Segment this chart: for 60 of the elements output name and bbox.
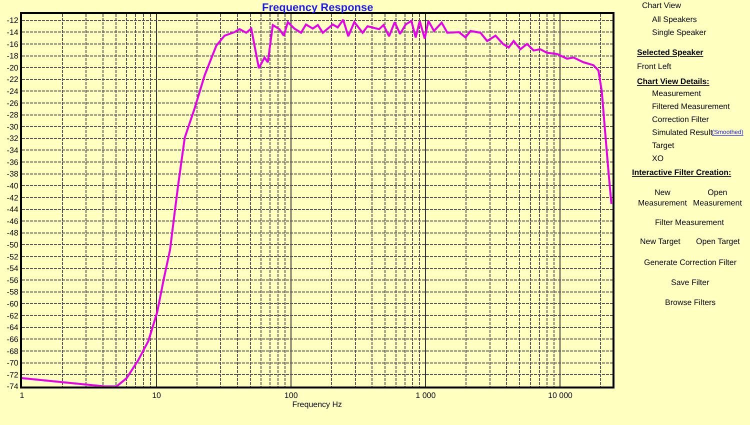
- text: Correction Filter: [652, 115, 710, 124]
- y-tick-label: -74: [6, 382, 19, 392]
- y-tick-label: -48: [6, 228, 19, 238]
- x-tick-label: 10 000: [548, 391, 574, 400]
- text: New Target: [640, 237, 682, 246]
- y-tick-label: -56: [6, 276, 19, 285]
- y-tick-label: -14: [6, 28, 19, 37]
- y-tick-label: -24: [6, 86, 19, 96]
- y-tick-label: -68: [6, 346, 19, 356]
- y-tick-label: -34: [6, 146, 19, 156]
- y-tick-label: -16: [6, 40, 19, 49]
- y-tick-label: -66: [6, 334, 19, 344]
- text: Generate Correction Filter: [644, 258, 737, 267]
- y-tick-label: -58: [6, 288, 19, 297]
- y-tick-label: -64: [6, 323, 19, 332]
- text: Chart View Details:: [637, 77, 710, 86]
- text: Open Target: [696, 237, 741, 246]
- x-tick-label: 10: [152, 391, 162, 400]
- text: Browse Filters: [665, 298, 716, 307]
- text: Simulated Result: [652, 128, 714, 137]
- x-tick-label: 1: [20, 391, 25, 400]
- y-tick-label: -28: [6, 110, 19, 120]
- text: Filter Measurement: [655, 218, 725, 227]
- y-tick-label: -18: [6, 52, 19, 61]
- text: Interactive Filter Creation:: [632, 168, 732, 177]
- text: Front Left: [637, 62, 672, 71]
- y-tick-label: -72: [6, 370, 19, 380]
- y-tick-label: -32: [6, 134, 19, 144]
- y-tick-label: -36: [6, 158, 19, 167]
- text: Save Filter: [671, 278, 710, 287]
- y-tick-label: -50: [6, 240, 19, 250]
- x-tick-label: 100: [284, 391, 298, 400]
- y-tick-label: -38: [6, 170, 19, 179]
- text: Selected Speaker: [637, 48, 704, 57]
- y-tick-label: -30: [6, 122, 19, 132]
- y-tick-label: -70: [6, 358, 19, 368]
- y-tick-label: -26: [6, 98, 19, 108]
- text: XO: [652, 154, 664, 163]
- text: Measurement: [652, 89, 702, 98]
- text: Filtered Measurement: [652, 102, 731, 111]
- y-tick-label: -52: [6, 252, 19, 262]
- y-tick-label: -46: [6, 216, 19, 226]
- y-tick-label: -22: [6, 75, 19, 84]
- y-tick-label: -54: [6, 264, 19, 274]
- y-tick-label: -60: [6, 300, 19, 309]
- y-tick-label: -42: [6, 193, 19, 202]
- y-tick-label: -12: [6, 16, 19, 26]
- text: New Measurement: [638, 188, 688, 208]
- chart-title: Frequency Response: [262, 2, 374, 14]
- text: All Speakers: [652, 15, 697, 24]
- text: Chart View: [642, 1, 682, 10]
- y-tick-label: -44: [6, 205, 19, 214]
- x-axis-title: Frequency Hz: [292, 400, 342, 409]
- x-tick-label: 1 000: [416, 391, 436, 400]
- y-tick-label: -40: [6, 181, 19, 190]
- y-tick-label: -62: [6, 311, 19, 320]
- text: Target: [652, 141, 676, 150]
- text: Open Measurement: [693, 188, 743, 208]
- y-tick-label: -20: [6, 63, 19, 72]
- text: Single Speaker: [652, 28, 707, 37]
